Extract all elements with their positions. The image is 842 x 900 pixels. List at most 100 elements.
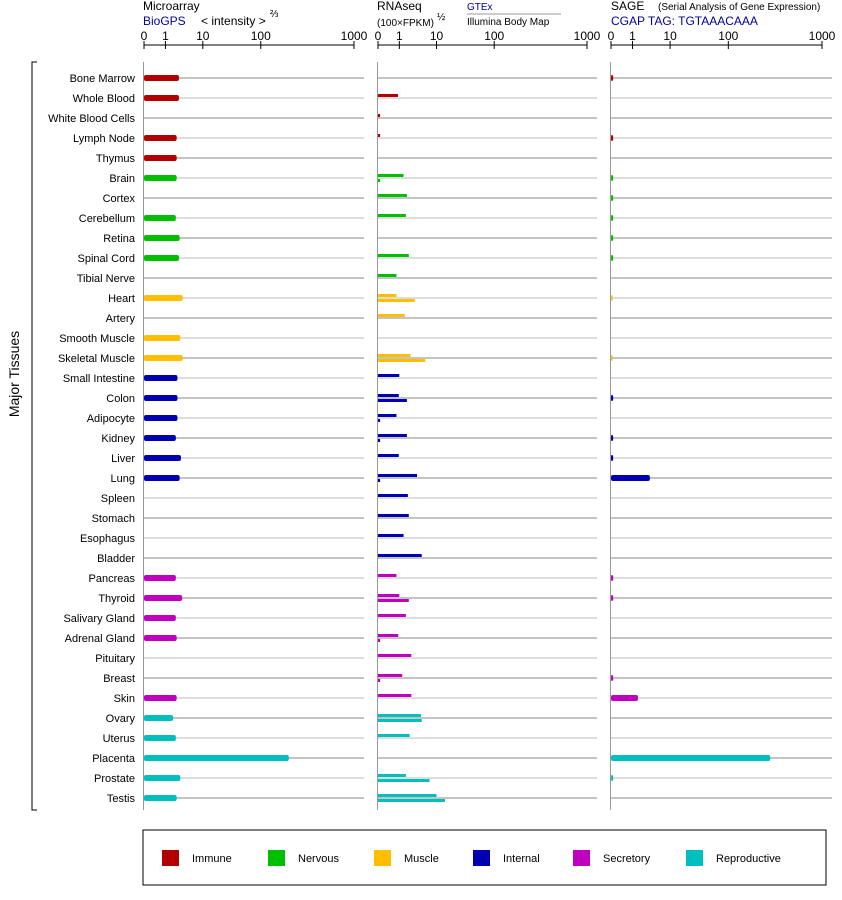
- legend-label-immune: Immune: [192, 853, 232, 865]
- microarray-bar: [144, 235, 180, 241]
- sage-x-tick-label: 10: [663, 29, 677, 43]
- sage-x-tick-label: 100: [718, 29, 738, 43]
- rnaseq-gtex-bar: [378, 274, 397, 277]
- rnaseq-illumina-bar: [378, 179, 381, 182]
- sage-title: SAGE: [611, 0, 644, 13]
- rnaseq-gtex-bar: [378, 694, 412, 697]
- rnaseq-gtex-bar: [378, 534, 404, 537]
- rnaseq-gtex-bar: [378, 454, 399, 457]
- legend: Immune Nervous Muscle Internal Secretory Repr…: [162, 850, 781, 866]
- rnaseq-gtex-bar: [378, 394, 399, 397]
- microarray-unit: < intensity >: [201, 14, 266, 28]
- axes-layer: 0 1 10 100 1000 0 1 10 100 1000 0 1 10 100 1000: [141, 29, 836, 810]
- rnaseq-gtex-bar: [378, 734, 410, 737]
- rnaseq-gtex-bar: [378, 214, 406, 217]
- rnaseq-x-tick-label: 100: [484, 29, 504, 43]
- rnaseq-gtex-bar: [378, 774, 406, 777]
- rnaseq-gtex-bar: [378, 294, 397, 297]
- rnaseq-gtex-bar: [378, 174, 404, 177]
- microarray-bar: [144, 255, 179, 261]
- microarray-bar: [144, 95, 179, 101]
- tissue-label: Retina: [103, 233, 136, 245]
- rnaseq-source-gtex-link[interactable]: GTEx: [467, 2, 493, 13]
- rnaseq-illumina-bar: [378, 399, 407, 402]
- rnaseq-illumina-bar: [378, 799, 445, 802]
- tissue-group-bracket: [31, 61, 37, 811]
- rnaseq-gtex-bar: [378, 574, 397, 577]
- microarray-bar: [144, 135, 177, 141]
- tissue-label: Placenta: [92, 753, 136, 765]
- tissue-label: Bladder: [97, 553, 135, 565]
- sage-x-tick-label: 0: [608, 29, 615, 43]
- microarray-bar: [144, 795, 177, 801]
- microarray-bar: [144, 735, 176, 741]
- rnaseq-gtex-bar: [378, 514, 409, 517]
- microarray-title: Microarray: [143, 0, 200, 13]
- legend-label-reproductive: Reproductive: [716, 853, 781, 865]
- sage-bar: [611, 475, 650, 481]
- sage-bar: [611, 195, 614, 201]
- microarray-bar: [144, 595, 183, 601]
- rnaseq-source-illumina: Illumina Body Map: [467, 17, 550, 28]
- microarray-x-tick-label: 10: [196, 29, 210, 43]
- tissue-label: Testis: [107, 793, 136, 805]
- rnaseq-illumina-bar: [378, 679, 381, 682]
- rnaseq-gtex-bar: [378, 374, 400, 377]
- tissue-label: Skeletal Muscle: [58, 353, 135, 365]
- microarray-unit-exponent: ⅔: [270, 9, 279, 20]
- rnaseq-illumina-bar: [378, 599, 409, 602]
- tissue-label: Artery: [106, 313, 136, 325]
- sage-bar: [611, 235, 614, 241]
- rnaseq-x-tick-label: 10: [430, 29, 444, 43]
- microarray-bar: [144, 415, 178, 421]
- rnaseq-gtex-bar: [378, 474, 418, 477]
- microarray-bar: [144, 575, 176, 581]
- sage-bar: [611, 175, 614, 181]
- rnaseq-gtex-bar: [378, 594, 400, 597]
- microarray-bar: [144, 355, 183, 361]
- microarray-bar: [144, 295, 183, 301]
- tissue-label: Breast: [103, 673, 135, 685]
- rnaseq-illumina-bar: [378, 419, 381, 422]
- rnaseq-gtex-bar: [378, 194, 407, 197]
- legend-swatch-muscle: [374, 850, 391, 866]
- microarray-bar: [144, 455, 181, 461]
- tissue-label: Brain: [109, 173, 135, 185]
- rnaseq-title: RNAseq: [377, 0, 422, 13]
- tissue-label: Bone Marrow: [70, 73, 135, 85]
- y-axis-label: Major Tissues: [6, 331, 22, 417]
- tissue-label: Whole Blood: [73, 93, 135, 105]
- microarray-source-link[interactable]: BioGPS: [143, 14, 186, 28]
- tissue-label: Heart: [108, 293, 135, 305]
- rnaseq-gtex-bar: [378, 714, 421, 717]
- rnaseq-gtex-bar: [378, 94, 398, 97]
- tissue-label: Liver: [111, 453, 135, 465]
- rnaseq-gtex-bar: [378, 554, 422, 557]
- sage-tag-link[interactable]: CGAP TAG: TGTAAACAAA: [611, 14, 758, 28]
- rnaseq-unit: (100×FPKM): [377, 18, 434, 29]
- rnaseq-gtex-bar: [378, 314, 405, 317]
- sage-bar: [611, 135, 614, 141]
- microarray-x-tick-label: 1000: [341, 29, 368, 43]
- tissue-label: Cortex: [103, 193, 136, 205]
- tissue-label: Adrenal Gland: [65, 633, 135, 645]
- rnaseq-gtex-bar: [378, 794, 437, 797]
- sage-x-tick-label: 1: [629, 29, 636, 43]
- rnaseq-illumina-bar: [378, 439, 381, 442]
- microarray-bar: [144, 335, 181, 341]
- tissue-label: Lung: [111, 473, 135, 485]
- tissue-label: Spinal Cord: [78, 253, 135, 265]
- tissue-label: Spleen: [101, 493, 135, 505]
- rnaseq-unit-exponent: ½: [437, 12, 446, 23]
- tissue-label: Small Intestine: [63, 373, 135, 385]
- microarray-bar: [144, 155, 177, 161]
- legend-label-nervous: Nervous: [298, 853, 339, 865]
- microarray-bar: [144, 375, 178, 381]
- microarray-x-tick-label: 100: [251, 29, 271, 43]
- tissue-label: White Blood Cells: [48, 113, 135, 125]
- sage-bar: [611, 575, 614, 581]
- sage-bar: [611, 595, 614, 601]
- legend-label-secretory: Secretory: [603, 853, 651, 865]
- sage-bar: [611, 775, 614, 781]
